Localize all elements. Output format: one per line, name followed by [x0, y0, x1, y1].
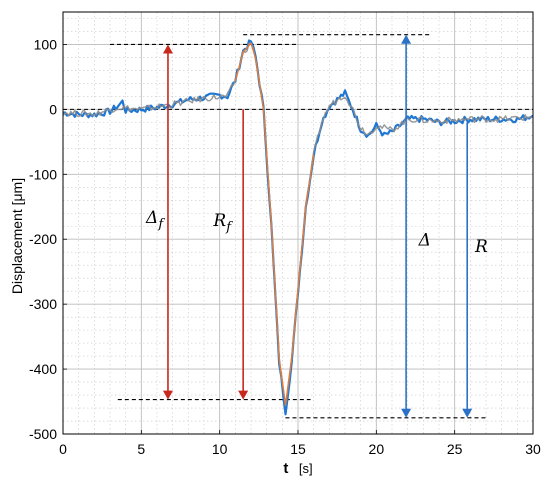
annotations: Δf RfΔ R	[145, 208, 488, 257]
x-axis-label-unit: [s]	[299, 461, 313, 476]
arrow-head	[401, 408, 412, 418]
x-tick-label: 30	[525, 441, 541, 457]
arrow-head	[162, 390, 173, 400]
series-line	[234, 42, 315, 406]
y-axis-label: Displacement [μm]	[9, 178, 25, 294]
y-tick-label: -300	[29, 296, 57, 312]
x-tick-label: 25	[447, 441, 463, 457]
axis-ticks: 0 5 10 15 20 25 30 100 0 -100 -200 -300 -400 -500	[29, 36, 541, 457]
measurement-arrows	[162, 34, 473, 418]
arrow-head	[462, 408, 473, 418]
arrow-head	[401, 34, 412, 44]
y-tick-label: 0	[49, 101, 57, 117]
annotation-base: R	[474, 237, 488, 257]
x-tick-label: 15	[290, 441, 306, 457]
y-tick-label: 100	[34, 36, 58, 52]
annotation-base: Δ	[418, 231, 431, 251]
series-lines	[62, 39, 534, 416]
annotation-subscript: f	[157, 217, 165, 232]
x-tick-label: 10	[212, 441, 228, 457]
y-tick-label: -200	[29, 231, 57, 247]
x-tick-label: 20	[369, 441, 385, 457]
annotation-label: Rf	[212, 211, 233, 235]
x-axis-label: t [s]	[283, 460, 312, 477]
y-tick-label: -100	[29, 166, 57, 182]
arrow-head	[162, 44, 173, 54]
annotation-label: Δ	[418, 231, 431, 251]
annotation-subscript: f	[225, 220, 233, 235]
annotation-label: Δf	[145, 208, 165, 232]
x-axis-label-main: t	[283, 460, 288, 477]
annotation-base: Δ	[145, 208, 158, 228]
x-tick-label: 5	[137, 441, 145, 457]
y-tick-label: -500	[29, 426, 57, 442]
annotation-base: R	[212, 211, 226, 231]
y-tick-label: -400	[29, 361, 57, 377]
annotation-label: R	[474, 237, 488, 257]
arrow-head	[238, 390, 249, 400]
x-tick-label: 0	[59, 441, 67, 457]
